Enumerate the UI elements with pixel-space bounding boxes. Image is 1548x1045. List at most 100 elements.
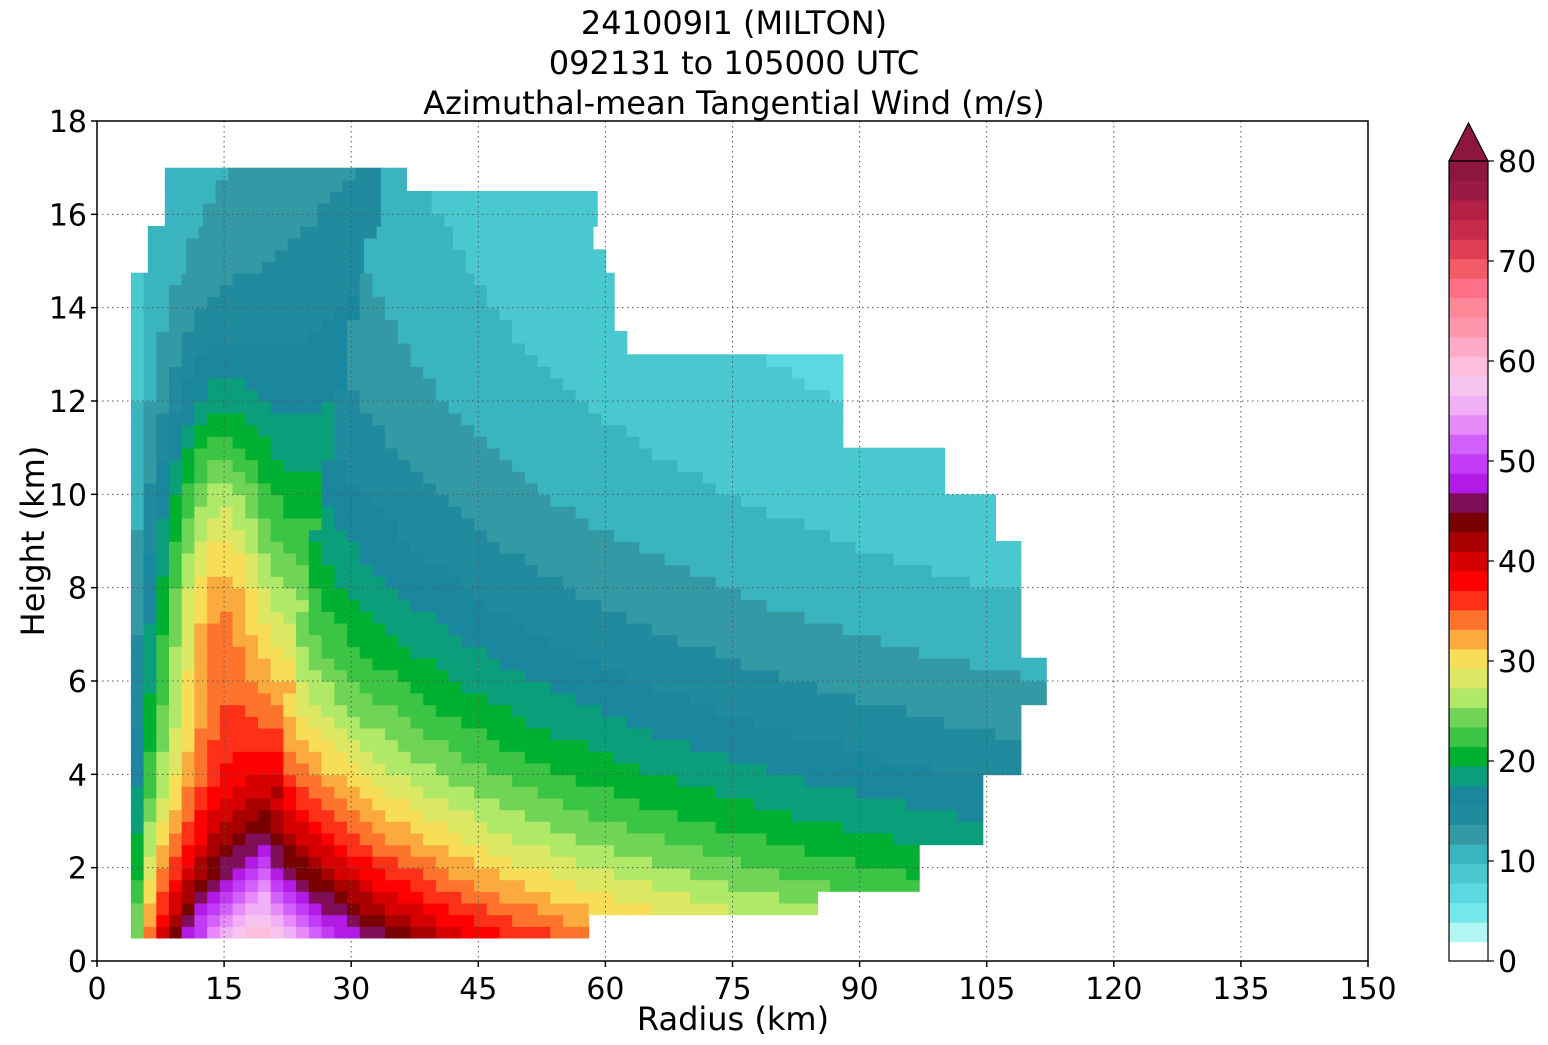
field-cell — [804, 692, 818, 706]
field-cell — [753, 552, 768, 566]
field-cell — [601, 681, 615, 694]
field-cell — [359, 902, 374, 916]
field-cell — [169, 622, 183, 636]
field-cell — [347, 541, 361, 554]
field-cell — [728, 611, 742, 624]
field-cell — [232, 471, 247, 484]
field-cell — [435, 366, 450, 379]
field-cell — [321, 926, 335, 939]
field-cell — [524, 727, 539, 741]
field-cell — [474, 844, 488, 857]
field-cell — [181, 424, 196, 437]
field-cell — [791, 599, 806, 612]
field-cell — [715, 424, 730, 437]
field-cell — [931, 471, 946, 484]
field-cell — [677, 564, 691, 577]
field-cell — [169, 401, 183, 414]
field-cell — [779, 856, 793, 869]
field-cell — [308, 646, 323, 659]
field-cell — [232, 459, 247, 472]
field-cell — [918, 447, 933, 461]
field-cell — [423, 832, 437, 846]
field-cell — [613, 599, 628, 612]
field-cell — [741, 692, 755, 706]
field-cell — [524, 307, 539, 321]
field-cell — [287, 226, 302, 239]
field-cell — [143, 459, 158, 472]
field-cell — [563, 506, 577, 519]
field-cell — [321, 634, 335, 647]
field-cell — [524, 494, 539, 507]
field-cell — [550, 856, 564, 869]
field-cell — [855, 576, 869, 589]
field-cell — [957, 622, 971, 636]
field-cell — [143, 867, 158, 881]
field-cell — [766, 622, 780, 636]
field-cell — [245, 774, 259, 787]
field-cell — [880, 494, 895, 507]
field-cell — [173, 261, 187, 274]
field-cell — [232, 319, 247, 332]
field-cell — [677, 832, 691, 846]
field-cell — [512, 622, 526, 636]
field-cell — [677, 786, 691, 799]
field-cell — [766, 891, 780, 904]
field-cell — [241, 167, 255, 181]
field-cell — [194, 786, 208, 799]
field-cell — [143, 914, 158, 927]
field-cell — [588, 797, 602, 811]
field-cell — [181, 739, 196, 752]
field-cell — [207, 529, 221, 542]
field-cell — [423, 727, 437, 741]
field-cell — [385, 926, 399, 939]
field-cell — [664, 879, 679, 892]
field-cell — [194, 552, 208, 566]
field-cell — [639, 354, 653, 367]
field-cell — [262, 226, 276, 239]
field-cell — [423, 657, 437, 671]
field-cell — [410, 914, 424, 927]
field-cell — [664, 494, 679, 507]
field-cell — [804, 354, 818, 367]
field-cell — [779, 809, 793, 822]
field-cell — [804, 506, 818, 519]
field-cell — [435, 716, 450, 729]
field-cell — [664, 366, 679, 379]
field-cell — [334, 389, 348, 402]
field-cell — [461, 587, 475, 601]
field-cell — [397, 552, 412, 566]
field-cell — [372, 529, 386, 542]
field-cell — [677, 879, 691, 892]
field-cell — [969, 704, 984, 717]
field-cell — [283, 914, 297, 927]
colorbar-band — [1449, 512, 1488, 533]
field-cell — [448, 856, 463, 869]
field-cell — [169, 506, 183, 519]
field-cell — [503, 249, 518, 262]
field-cell — [512, 774, 526, 787]
field-cell — [626, 552, 641, 566]
field-cell — [219, 307, 234, 321]
field-cell — [868, 657, 882, 671]
field-cell — [728, 704, 742, 717]
field-cell — [491, 261, 505, 274]
field-cell — [575, 832, 590, 846]
field-cell — [194, 762, 208, 776]
field-cell — [741, 832, 755, 846]
field-cell — [283, 879, 297, 892]
field-cell — [741, 389, 755, 402]
field-cell — [474, 447, 488, 461]
field-cell — [270, 669, 285, 682]
field-cell — [537, 342, 552, 356]
field-cell — [741, 459, 755, 472]
field-cell — [130, 611, 145, 624]
field-cell — [347, 844, 361, 857]
field-cell — [181, 856, 196, 869]
field-cell — [253, 167, 268, 181]
field-cell — [563, 622, 577, 636]
field-cell — [461, 762, 475, 776]
field-cell — [779, 447, 793, 461]
field-cell — [766, 879, 780, 892]
field-cell — [791, 529, 806, 542]
field-cell — [130, 891, 145, 904]
